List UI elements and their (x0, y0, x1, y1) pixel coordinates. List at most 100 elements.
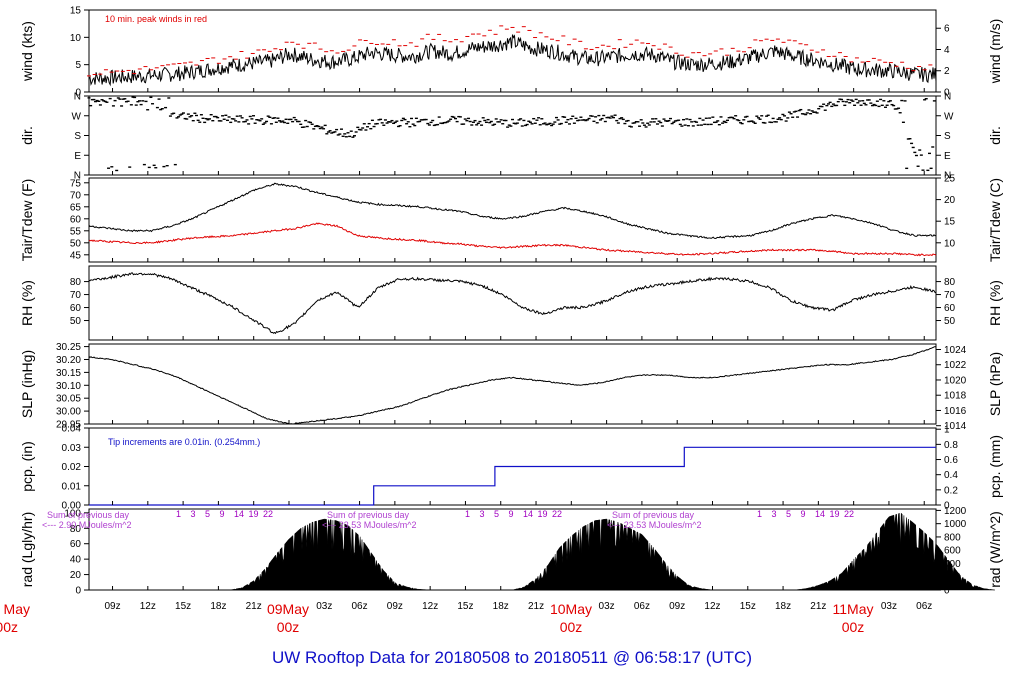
ytick-label-right-pcp: 0.4 (944, 470, 958, 481)
ytick-label-left-dir: N (74, 92, 81, 103)
annotation-pcp: Tip increments are 0.01in. (0.254mm.) (108, 437, 260, 447)
panel-frame-rad (88, 508, 937, 591)
time-tick-label: 21z (528, 601, 544, 612)
series-line-Tair (88, 182, 937, 240)
hour-mark: 3 (480, 509, 485, 519)
time-tick-label: 03z (599, 601, 615, 612)
ytick-label-right-slp: 1018 (944, 391, 967, 402)
ytick-label-left-dir: E (74, 151, 81, 162)
hour-mark: 22 (552, 509, 562, 519)
ylabel-left-rad: rad (Lgly/hr) (19, 512, 35, 587)
radiation-area-day1 (230, 518, 431, 591)
ytick-label-left-slp: 30.10 (56, 381, 81, 392)
series-line-SLP (88, 346, 937, 425)
ytick-label-left-rh: 60 (70, 303, 82, 314)
ytick-label-right-wind: 2 (944, 66, 950, 77)
ytick-label-right-pcp: 0.6 (944, 455, 958, 466)
time-tick-label: 12z (140, 601, 156, 612)
time-tick-label: 06z (916, 601, 932, 612)
chart-title: UW Rooftop Data for 20180508 to 20180511… (271, 648, 752, 667)
hour-mark: 1 (176, 509, 181, 519)
ytick-label-right-rh: 60 (944, 303, 956, 314)
hour-mark: 19 (538, 509, 548, 519)
ytick-label-left-rad: 80 (70, 524, 82, 535)
ytick-label-left-rad: 40 (70, 555, 82, 566)
sum-note-line1: Sum of previous day (327, 510, 410, 520)
ytick-label-left-pcp: 0.04 (62, 424, 82, 435)
ytick-label-left-slp: 30.00 (56, 407, 81, 418)
ytick-label-right-temp: 25 (944, 174, 956, 185)
time-tick-label: 18z (493, 601, 509, 612)
time-tick-label: 09z (387, 601, 403, 612)
hour-mark: 1 (465, 509, 470, 519)
ytick-label-left-slp: 30.20 (56, 355, 81, 366)
panel-frame-wind (88, 9, 937, 93)
ytick-label-right-slp: 1014 (944, 421, 967, 432)
ylabel-right-pcp: pcp. (mm) (987, 435, 1003, 498)
hour-mark: 5 (494, 509, 499, 519)
ytick-label-right-rad: 800 (944, 532, 961, 543)
hour-mark: 9 (220, 509, 225, 519)
hour-mark: 14 (234, 509, 244, 519)
panel-frame-slp (88, 343, 937, 425)
panel-frame-temp (88, 177, 937, 263)
ytick-label-left-temp: 45 (70, 250, 82, 261)
ylabel-left-temp: Tair/Tdew (F) (19, 179, 35, 261)
ytick-label-left-wind: 5 (75, 60, 81, 71)
ytick-label-right-dir: N (944, 171, 951, 182)
ytick-label-right-temp: 15 (944, 217, 956, 228)
ytick-label-right-rh: 80 (944, 277, 956, 288)
ytick-label-left-rad: 100 (64, 508, 81, 519)
hour-mark: 1 (757, 509, 762, 519)
ytick-label-right-wind: 4 (944, 45, 950, 56)
ytick-label-left-slp: 30.15 (56, 368, 81, 379)
ytick-label-right-rh: 70 (944, 290, 956, 301)
ytick-label-right-slp: 1024 (944, 345, 967, 356)
ylabel-right-slp: SLP (hPa) (987, 352, 1003, 416)
ytick-label-right-slp: 1022 (944, 360, 967, 371)
ytick-label-right-temp: 10 (944, 238, 956, 249)
hour-mark: 5 (205, 509, 210, 519)
ytick-label-left-temp: 65 (70, 202, 82, 213)
series-line-wind (88, 34, 937, 87)
time-tick-label: 09z (104, 601, 120, 612)
ytick-label-left-rh: 50 (70, 316, 82, 327)
ylabel-right-rh: RH (%) (987, 280, 1003, 326)
date-label-day: 09May (267, 601, 309, 617)
ytick-label-left-pcp: 0.01 (62, 481, 82, 492)
time-tick-label: 06z (634, 601, 650, 612)
date-label-day: May (4, 601, 30, 617)
ytick-label-right-rad: 600 (944, 546, 961, 557)
ytick-label-right-dir: N (944, 92, 951, 103)
ylabel-left-rh: RH (%) (19, 280, 35, 326)
ytick-label-right-rad: 400 (944, 559, 961, 570)
time-tick-label: 06z (352, 601, 368, 612)
ytick-label-left-pcp: 0.00 (62, 501, 82, 512)
ytick-label-right-pcp: 1 (944, 425, 950, 436)
time-tick-label: 21z (246, 601, 262, 612)
date-label-hour: 00z (0, 619, 18, 635)
ytick-label-right-pcp: 0 (944, 501, 950, 512)
hour-mark: 14 (523, 509, 533, 519)
hour-mark: 5 (786, 509, 791, 519)
ylabel-left-slp: SLP (inHg) (19, 350, 35, 418)
ylabel-left-wind: wind (kts) (19, 21, 35, 82)
ytick-label-left-slp: 30.05 (56, 394, 81, 405)
ytick-label-left-rad: 0 (75, 586, 81, 597)
ytick-label-right-dir: S (944, 131, 951, 142)
ytick-label-left-temp: 75 (70, 178, 82, 189)
hour-mark: 22 (844, 509, 854, 519)
time-tick-label: 03z (316, 601, 332, 612)
annotation-wind: 10 min. peak winds in red (105, 14, 207, 24)
ytick-label-right-pcp: 0.8 (944, 440, 958, 451)
ytick-label-left-rad: 60 (70, 539, 82, 550)
sum-note-line1: Sum of previous day (47, 510, 130, 520)
ytick-label-right-temp: 20 (944, 195, 956, 206)
time-tick-label: 12z (704, 601, 720, 612)
sum-note-line1: Sum of previous day (612, 510, 695, 520)
ytick-label-right-pcp: 0.2 (944, 485, 958, 496)
sum-note-line2: <--- 23.53 MJoules/m^2 (322, 520, 417, 530)
time-tick-label: 15z (175, 601, 191, 612)
sum-note-line2: <--- 2.90 MJoules/m^2 (42, 520, 132, 530)
radiation-area-day3 (794, 512, 995, 591)
